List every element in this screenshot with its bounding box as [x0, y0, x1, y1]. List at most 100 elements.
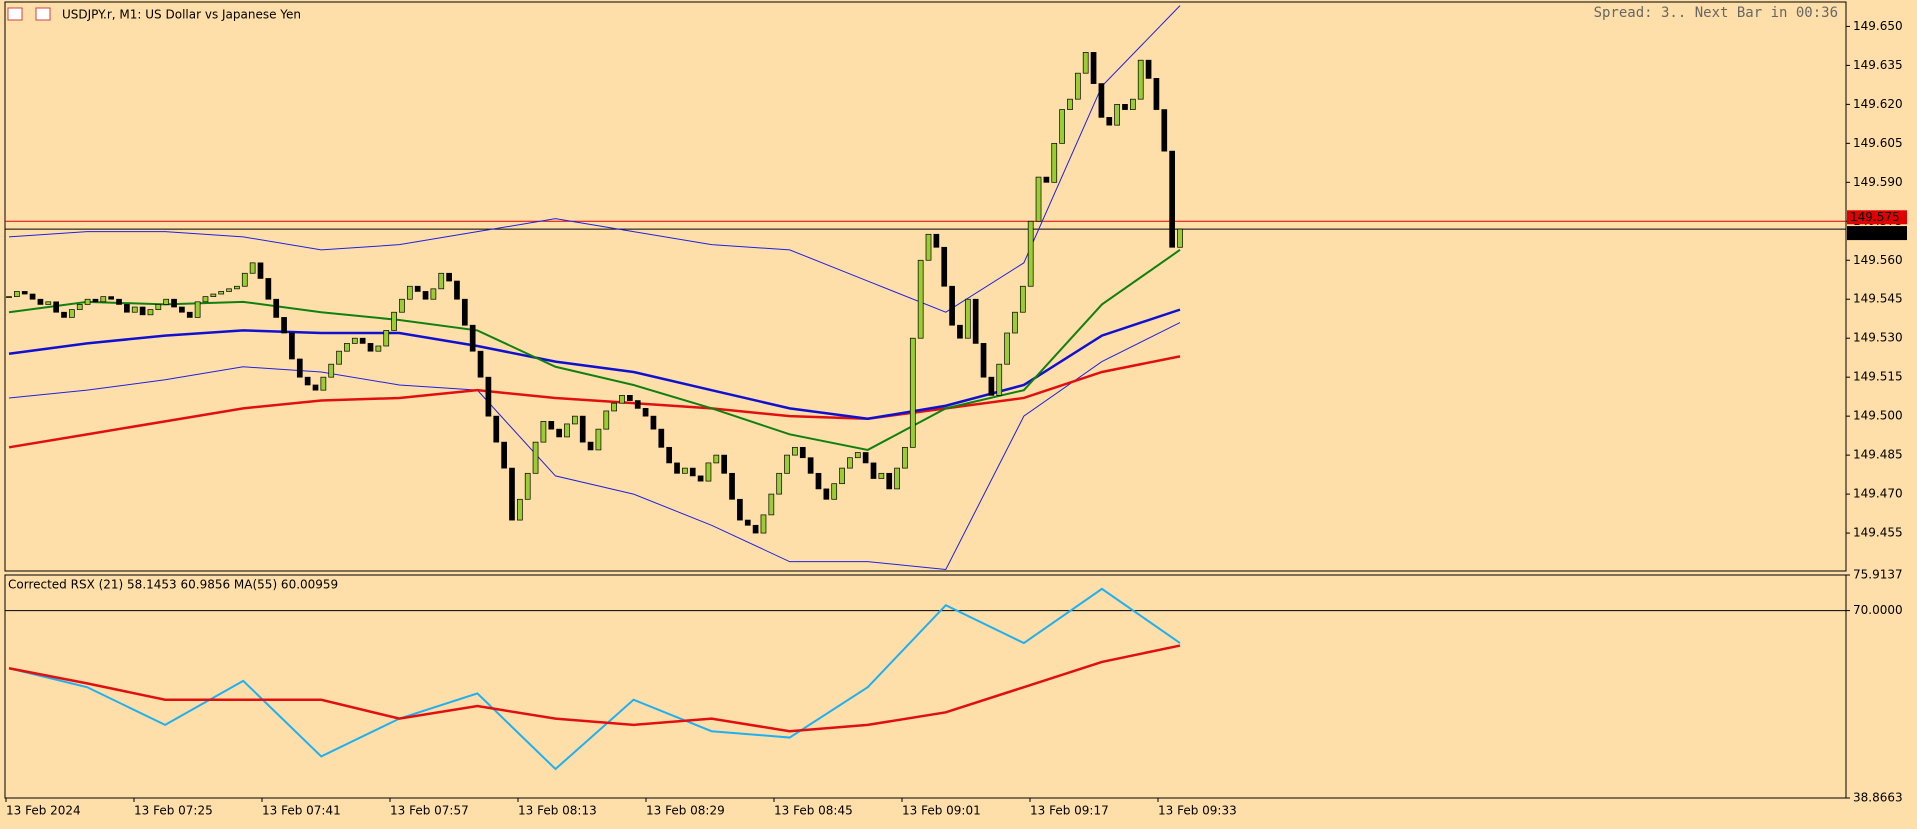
candle [1074, 72, 1081, 100]
y-tick-label: 149.590 [1853, 175, 1903, 189]
candle [469, 324, 476, 352]
candle [1114, 104, 1120, 126]
candle [572, 415, 578, 425]
candle [1051, 142, 1058, 183]
candle [737, 498, 743, 521]
candle [234, 285, 240, 290]
candle [729, 472, 735, 500]
candle [289, 332, 295, 360]
candle [941, 246, 948, 287]
candle [548, 420, 555, 430]
candle [807, 457, 814, 474]
candle [1129, 98, 1136, 110]
ask-label-box [1847, 210, 1907, 225]
candle [1027, 220, 1034, 287]
candle [226, 288, 232, 292]
candle [171, 298, 177, 308]
y-tick-label: 149.500 [1853, 409, 1903, 423]
candle [972, 298, 979, 344]
x-tick-label: 13 Feb 07:41 [262, 804, 341, 818]
candle [124, 304, 130, 313]
candle [595, 428, 602, 451]
symbol-title: USDJPY.r, M1: US Dollar vs Japanese Yen [62, 8, 301, 22]
y-tick-label: 38.8663 [1853, 791, 1903, 805]
candle [454, 280, 460, 300]
y-tick-label: 149.620 [1853, 97, 1903, 111]
candle [320, 376, 327, 391]
candle [870, 462, 877, 479]
candle [1169, 150, 1175, 248]
candle [603, 410, 610, 430]
status: Spread: 3.. Next Bar in 00:36 [1594, 5, 1838, 21]
candle [721, 454, 728, 474]
candle [666, 446, 673, 464]
candle [186, 311, 193, 318]
candle [713, 454, 720, 464]
candle [619, 395, 625, 404]
candle [1177, 228, 1183, 248]
candle [438, 272, 445, 290]
y-tick-label: 149.515 [1853, 370, 1903, 384]
candle [336, 350, 342, 365]
candle [76, 304, 83, 310]
candle [304, 376, 311, 386]
x-tick-label: 13 Feb 08:45 [774, 804, 853, 818]
candle [344, 343, 350, 352]
candle [831, 483, 838, 500]
candle [650, 415, 657, 430]
candle [996, 363, 1003, 396]
candle [917, 259, 924, 339]
y-tick-label: 149.530 [1853, 331, 1903, 345]
candle [383, 330, 390, 347]
candle [61, 311, 67, 318]
candle [477, 350, 484, 378]
candle [485, 376, 492, 417]
candle [823, 488, 830, 500]
y-tick-label: 149.650 [1853, 19, 1903, 33]
candle [147, 309, 154, 316]
bid-label: 149.572 [1850, 226, 1900, 240]
candle [909, 337, 916, 448]
x-tick-label: 13 Feb 2024 [6, 804, 81, 818]
candle [964, 298, 971, 339]
candle [925, 233, 932, 261]
candle [784, 454, 790, 474]
candle [1019, 285, 1026, 313]
candle [69, 309, 75, 318]
candle [1153, 78, 1160, 110]
candle [902, 446, 908, 469]
candle [627, 395, 633, 401]
candle [642, 408, 649, 417]
candle [1098, 83, 1105, 118]
indicator-line [8, 644, 1181, 733]
candle [509, 467, 515, 521]
candle [847, 457, 853, 469]
y-tick-label: 149.470 [1853, 487, 1903, 501]
icon[interactable] [7, 7, 23, 21]
candle [210, 293, 217, 297]
main-pane [4, 1, 1847, 572]
x-tick-label: 13 Feb 09:33 [1158, 804, 1237, 818]
y-tick-label: 149.605 [1853, 136, 1903, 150]
indicator-line [8, 249, 1181, 451]
candle [257, 262, 264, 279]
candle [375, 345, 382, 352]
candle [92, 298, 99, 303]
x-tick-label: 13 Feb 09:01 [902, 804, 981, 818]
candle [1059, 109, 1065, 144]
candle [634, 400, 641, 409]
y-tick-label: 149.635 [1853, 58, 1903, 72]
icon[interactable] [35, 7, 51, 21]
candle [752, 524, 759, 534]
candle [1004, 332, 1010, 365]
candle [988, 376, 995, 396]
candle [296, 358, 303, 378]
candle [53, 301, 60, 313]
candle [273, 298, 280, 318]
candle [705, 462, 712, 482]
x-tick-label: 13 Feb 07:25 [134, 804, 213, 818]
candle [21, 291, 28, 295]
candle [933, 233, 940, 248]
indicator-line [8, 308, 1181, 421]
